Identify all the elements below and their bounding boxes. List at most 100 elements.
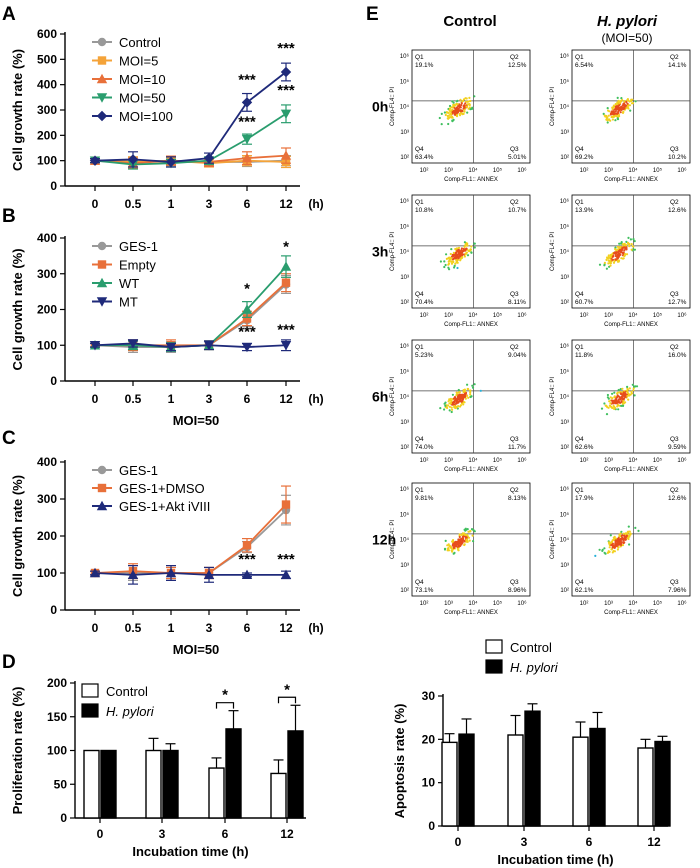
legend-marker [97, 260, 107, 269]
event-dot [622, 400, 625, 403]
y-decade-label: 10⁵ [560, 511, 570, 518]
event-dot [462, 537, 465, 540]
event-dot [622, 108, 625, 111]
event-dot [619, 253, 622, 256]
x-decade-label: 10² [580, 458, 589, 464]
event-dot [466, 528, 469, 531]
significance-mark: *** [277, 551, 295, 568]
x-tick-label: 6 [244, 621, 251, 635]
event-dot [462, 390, 465, 394]
event-dot [616, 108, 619, 111]
event-dot [609, 264, 612, 267]
event-dot [628, 104, 632, 107]
y-tick-label: 600 [37, 27, 57, 41]
legend-label: MOI=100 [119, 109, 173, 124]
event-dot [616, 548, 620, 551]
event-dot [605, 267, 609, 270]
event-dot [457, 395, 460, 398]
event-dot [630, 390, 633, 393]
event-dot [447, 400, 450, 403]
event-dot [637, 529, 640, 533]
y-decade-label: 10² [400, 155, 409, 161]
event-dot [624, 104, 627, 107]
panel-c: C 0 100 200 300 400 0 0.5 1 3 6 12 (h) Cell growth ra… [2, 428, 324, 657]
flow-plot-frame [571, 194, 691, 309]
event-dot [632, 238, 635, 241]
event-dot [448, 104, 452, 108]
y-decade-label: 10² [560, 300, 569, 306]
quadrant-q3-value: 7.96% [668, 587, 687, 594]
event-dot [465, 105, 468, 108]
quadrant-q4-value: 62.6% [575, 444, 594, 451]
event-dot [454, 255, 457, 258]
event-dot [450, 248, 453, 251]
event-dot [634, 526, 637, 530]
event-dot [460, 112, 463, 115]
flow-x-axis-label: Comp-FL1:: ANNEX [444, 610, 498, 616]
event-dot [455, 391, 458, 394]
event-dot [613, 112, 616, 115]
event-dot [622, 257, 625, 260]
significance-mark: *** [277, 40, 295, 57]
event-dot [608, 546, 611, 549]
event-dot [448, 109, 451, 112]
significance-mark: *** [238, 323, 256, 340]
event-dot [605, 413, 609, 416]
event-dot [618, 398, 621, 401]
quadrant-q2-value: 8.13% [508, 495, 527, 502]
series-line [94, 71, 287, 163]
event-dot [598, 263, 602, 266]
event-dot [459, 257, 463, 260]
event-dot [611, 392, 614, 395]
event-dot [451, 540, 454, 543]
quadrant-name-q2: Q2 [510, 54, 519, 61]
series-line [94, 342, 287, 348]
event-dot [445, 253, 448, 256]
quadrant-q2-value: 16.0% [668, 352, 687, 359]
data-point [89, 341, 101, 351]
event-dot [617, 388, 620, 392]
event-dot [615, 402, 619, 405]
event-dot [462, 403, 465, 406]
event-dot [610, 544, 613, 547]
event-dot [603, 547, 606, 550]
x-tick-label: 12 [647, 835, 661, 849]
bracket-line [215, 702, 235, 709]
event-dot [452, 101, 455, 104]
event-dot [446, 117, 449, 120]
y-tick-label: 500 [37, 52, 57, 66]
data-point [89, 155, 101, 166]
event-dot [602, 112, 605, 115]
event-dot [457, 248, 460, 252]
quadrant-name-q2: Q2 [510, 344, 519, 351]
y-decade-label: 10⁴ [560, 537, 570, 544]
event-dot [459, 541, 462, 545]
event-dot [613, 252, 616, 255]
x-decade-label: 10⁶ [677, 457, 687, 464]
event-dot [616, 400, 619, 403]
y-decade-label: 10⁴ [400, 104, 410, 111]
event-dot [450, 106, 453, 109]
event-dot [463, 245, 466, 248]
x-decade-label: 10⁴ [628, 600, 638, 607]
quadrant-q4-value: 60.7% [575, 299, 594, 306]
event-dot [598, 548, 601, 551]
event-dot [624, 401, 627, 404]
event-dot [621, 404, 625, 407]
event-dot [473, 242, 476, 245]
x-tick-label: 0 [92, 197, 99, 211]
event-dot [455, 394, 458, 397]
event-dot [465, 97, 468, 100]
event-dot [621, 544, 625, 547]
bar-control [145, 749, 162, 819]
event-dot [620, 108, 623, 111]
flow-y-axis-label: Comp-FL4:: PI [550, 87, 556, 126]
y-decade-label: 10² [400, 300, 409, 306]
event-dot [621, 396, 624, 399]
event-dot [613, 535, 616, 539]
event-dot [451, 408, 454, 411]
y-decade-label: 10⁶ [560, 198, 570, 205]
event-dot [626, 530, 630, 534]
event-dot [453, 546, 456, 550]
event-dot [464, 392, 467, 395]
